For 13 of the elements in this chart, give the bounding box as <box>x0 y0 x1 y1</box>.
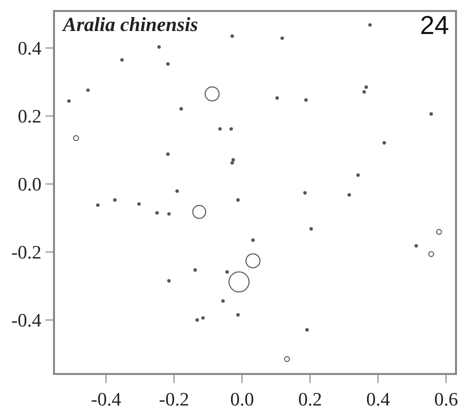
chart-title: Aralia chinensis <box>61 14 198 36</box>
y-tick-label: 0.2 <box>18 106 42 128</box>
annotation: 24 <box>420 10 449 40</box>
y-tick-label: -0.2 <box>11 242 42 264</box>
x-tick-label: 0.4 <box>366 390 391 411</box>
y-tick-label: 0.4 <box>18 38 42 60</box>
y-tick-label: -0.4 <box>11 310 42 332</box>
x-tick-label: 0.0 <box>230 390 254 411</box>
y-tick-label: 0.0 <box>18 174 42 196</box>
x-tick-label: -0.4 <box>90 390 122 411</box>
x-tick-label: -0.2 <box>159 390 190 411</box>
x-tick-label: 0.6 <box>434 390 458 411</box>
x-tick-label: 0.2 <box>298 390 322 411</box>
